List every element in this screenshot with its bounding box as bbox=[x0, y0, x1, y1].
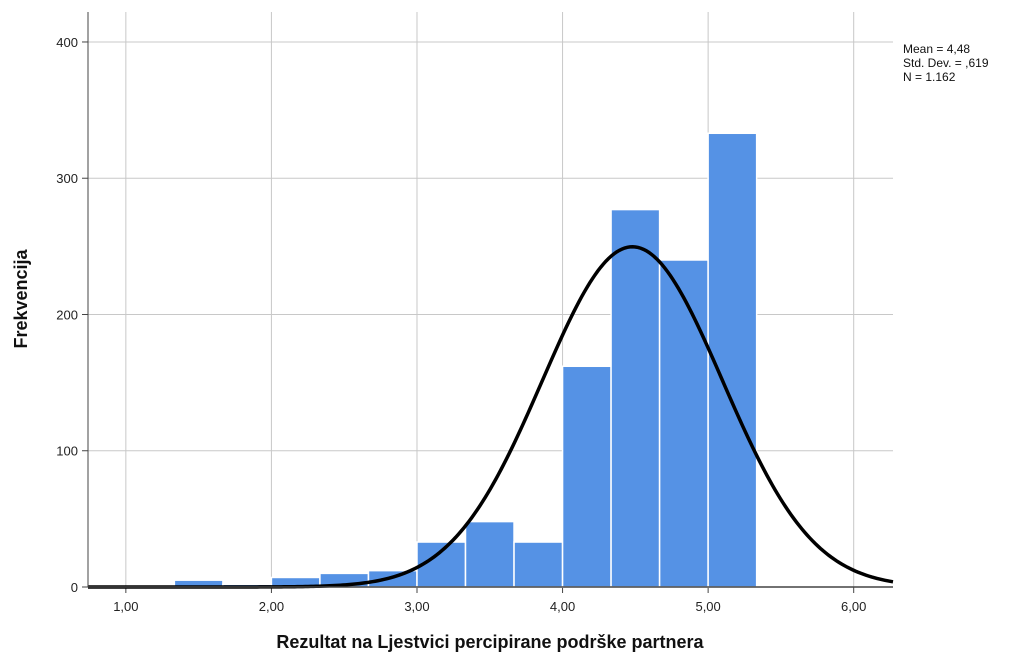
stat-annotation: Std. Dev. = ,619 bbox=[903, 56, 989, 70]
x-tick-label: 3,00 bbox=[404, 599, 429, 614]
bar bbox=[561, 365, 612, 588]
x-tick-label: 5,00 bbox=[695, 599, 720, 614]
bar bbox=[610, 208, 661, 588]
stat-annotation: N = 1.162 bbox=[903, 70, 956, 84]
x-tick-label: 4,00 bbox=[550, 599, 575, 614]
y-tick-label: 200 bbox=[56, 307, 78, 322]
x-axis-title: Rezultat na Ljestvici percipirane podršk… bbox=[276, 632, 704, 652]
bar bbox=[707, 132, 758, 588]
bar bbox=[513, 541, 564, 588]
y-tick-label: 300 bbox=[56, 171, 78, 186]
bar bbox=[464, 520, 515, 588]
x-tick-label: 2,00 bbox=[259, 599, 284, 614]
y-axis-title: Frekvencija bbox=[11, 248, 31, 348]
y-tick-label: 400 bbox=[56, 35, 78, 50]
y-tick-label: 100 bbox=[56, 444, 78, 459]
y-tick-label: 0 bbox=[71, 580, 78, 595]
bar bbox=[658, 259, 709, 588]
x-tick-label: 1,00 bbox=[113, 599, 138, 614]
stat-annotation: Mean = 4,48 bbox=[903, 42, 970, 56]
x-tick-label: 6,00 bbox=[841, 599, 866, 614]
